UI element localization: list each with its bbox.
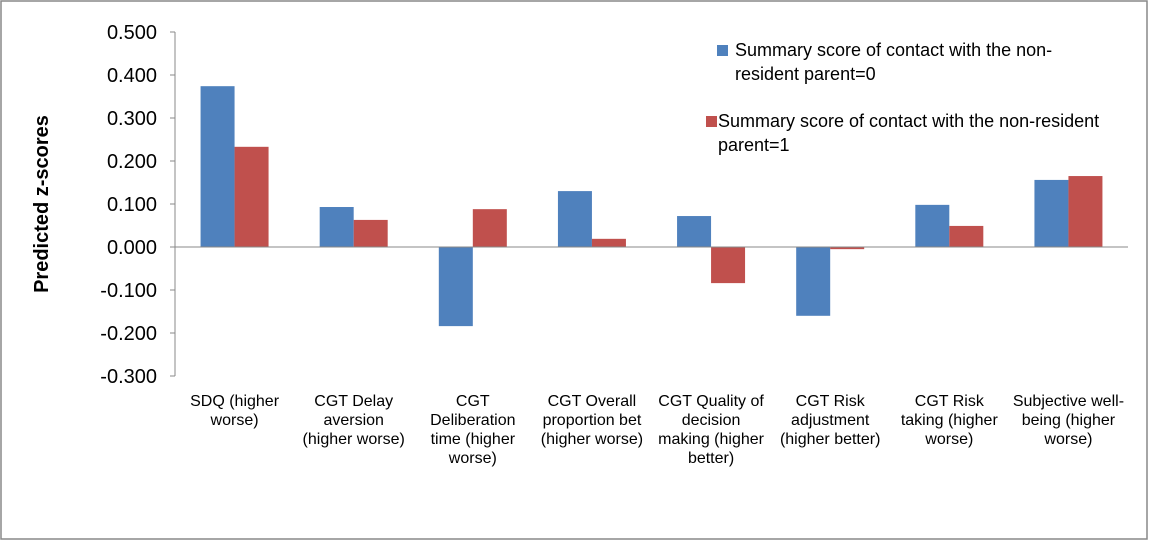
x-tick-label: CGT Overall proportion bet (higher worse… <box>540 393 644 448</box>
y-tick-label: 0.100 <box>107 194 157 216</box>
x-tick-label: SDQ (higher worse) <box>190 393 280 429</box>
legend-swatch <box>706 116 717 127</box>
bar <box>319 207 354 247</box>
x-tick-label: CGT Risk taking (higher worse) <box>900 393 998 448</box>
bar <box>472 209 507 247</box>
x-tick-label: CGT Deliberation time (higher worse) <box>430 393 516 467</box>
bar <box>1034 179 1069 247</box>
bar <box>830 247 865 250</box>
y-tick-label: 0.400 <box>107 65 157 87</box>
bar <box>591 238 626 247</box>
bar <box>200 86 235 248</box>
bar <box>949 225 984 247</box>
y-tick-label: -0.200 <box>100 323 157 345</box>
legend-label: Summary score of contact with the non-re… <box>718 111 1100 155</box>
y-tick-label: -0.100 <box>100 280 157 302</box>
bar <box>1068 176 1103 247</box>
x-tick-label: CGT Quality of decision making (higher b… <box>658 393 764 467</box>
x-tick-label: Subjective well-being (higher worse) <box>1012 393 1125 448</box>
y-tick-label: -0.300 <box>100 366 157 388</box>
y-tick-label: 0.200 <box>107 151 157 173</box>
bar <box>438 247 473 327</box>
legend-swatch <box>717 45 728 56</box>
bar <box>677 216 712 247</box>
legend-label: Summary score of contact with the non-re… <box>735 40 1053 84</box>
y-tick-label: 0.500 <box>107 22 157 44</box>
x-tick-label: CGT Delay aversion (higher worse) <box>302 393 405 448</box>
x-tick-label: CGT Risk adjustment (higher better) <box>779 393 881 448</box>
y-axis-title: Predicted z-scores <box>31 115 53 293</box>
bar <box>557 191 592 247</box>
bar <box>915 204 950 247</box>
y-tick-label: 0.300 <box>107 108 157 130</box>
bar <box>353 219 388 247</box>
bar <box>711 247 746 284</box>
bar <box>234 146 269 247</box>
bar <box>796 247 831 316</box>
y-tick-label: 0.000 <box>107 237 157 259</box>
